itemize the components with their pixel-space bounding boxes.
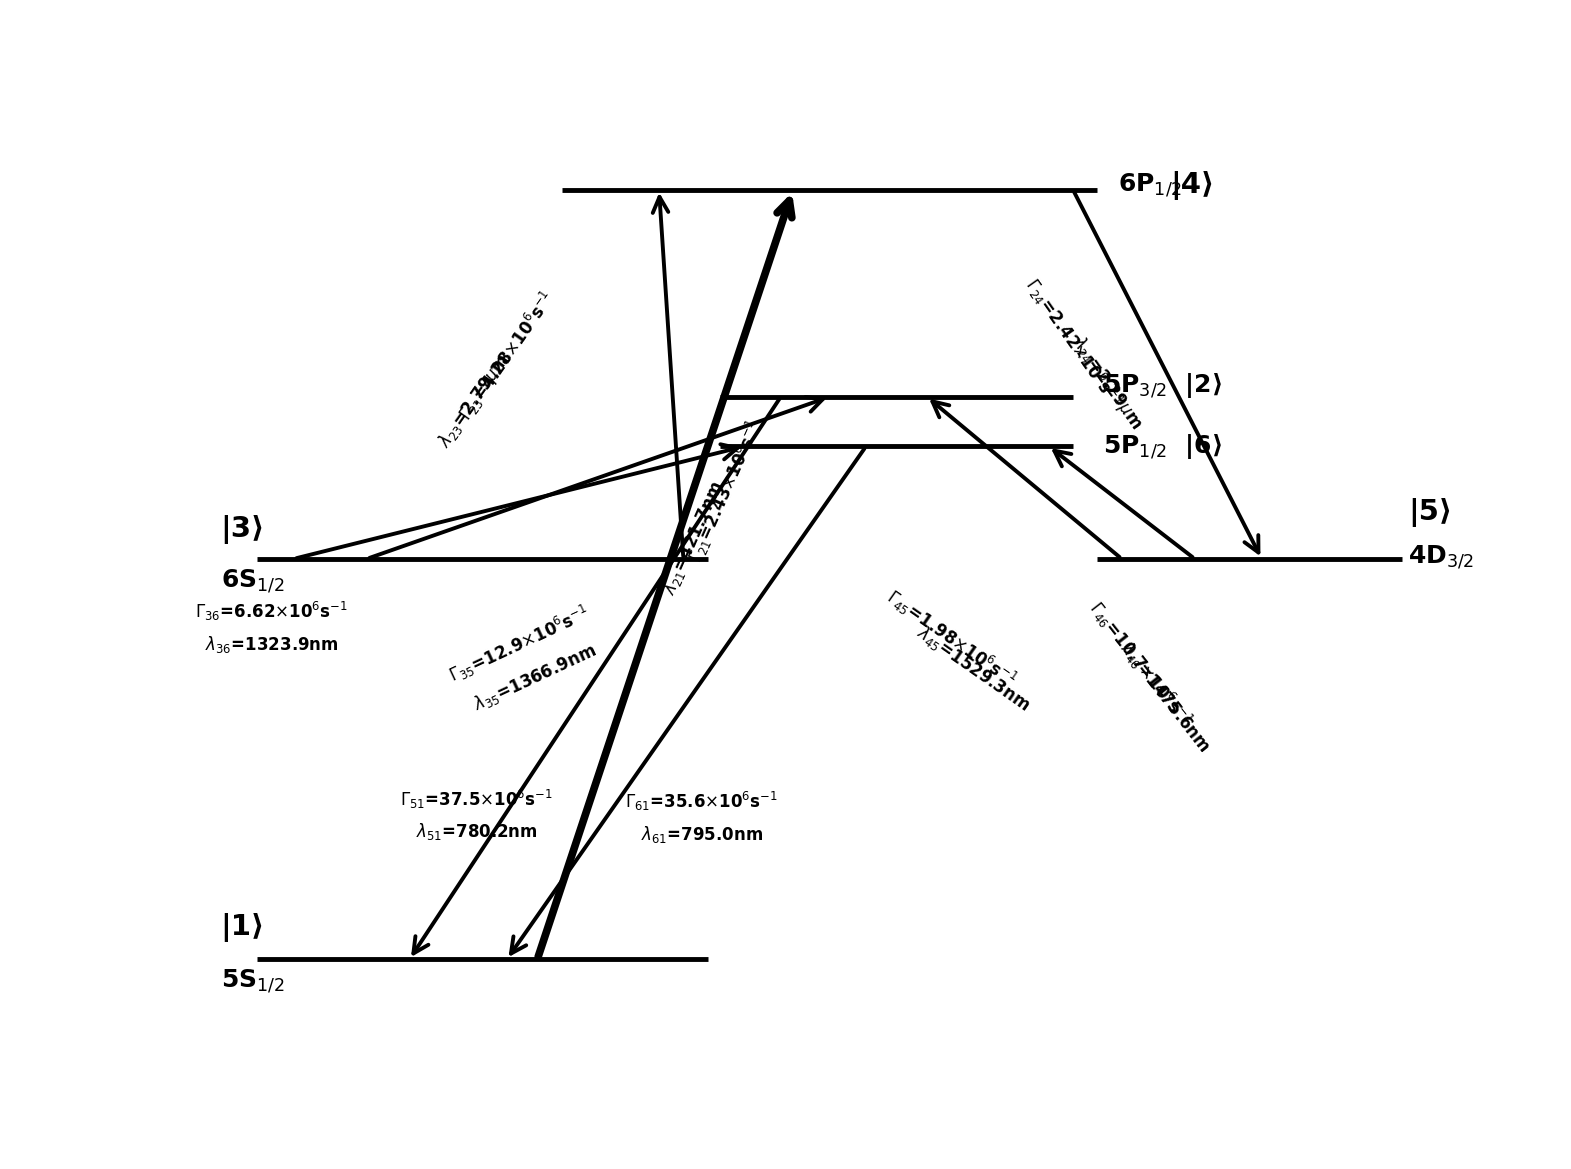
Text: $\Gamma_{36}$=6.62$\times$10$^6$s$^{-1}$: $\Gamma_{36}$=6.62$\times$10$^6$s$^{-1}$ [195,601,349,623]
Text: $\Gamma_{51}$=37.5$\times$10$^6$s$^{-1}$: $\Gamma_{51}$=37.5$\times$10$^6$s$^{-1}$ [401,788,553,811]
Text: $\lambda_{51}$=780.2nm: $\lambda_{51}$=780.2nm [416,821,537,842]
Text: $\Gamma_{21}$=2.43$\times$10$^6$s$^{-1}$: $\Gamma_{21}$=2.43$\times$10$^6$s$^{-1}$ [685,416,768,566]
Text: $\lambda_{35}$=1366.9nm: $\lambda_{35}$=1366.9nm [470,639,600,715]
Text: $\Gamma_{46}$=10.7$\times$10$^6$s$^{-1}$: $\Gamma_{46}$=10.7$\times$10$^6$s$^{-1}$ [1084,596,1196,732]
Text: $\lambda_{36}$=1323.9nm: $\lambda_{36}$=1323.9nm [204,634,339,655]
Text: 6S$_{1/2}$: 6S$_{1/2}$ [220,568,284,595]
Text: $\lambda_{23}$=2.79$\mu$m: $\lambda_{23}$=2.79$\mu$m [434,351,514,452]
Text: |5⟩: |5⟩ [1408,498,1452,526]
Text: |4⟩: |4⟩ [1170,171,1214,200]
Text: $\Gamma_{61}$=35.6$\times$10$^6$s$^{-1}$: $\Gamma_{61}$=35.6$\times$10$^6$s$^{-1}$ [625,790,778,814]
Text: 5S$_{1/2}$: 5S$_{1/2}$ [220,968,284,996]
Text: $\Gamma_{24}$=2.42$\times$10$^6$s$^{-1}$: $\Gamma_{24}$=2.42$\times$10$^6$s$^{-1}$ [1020,274,1126,413]
Text: $\lambda_{24}$=2.29$\mu$m: $\lambda_{24}$=2.29$\mu$m [1067,333,1147,434]
Text: $\Gamma_{23}$=4.28$\times$10$^6$s$^{-1}$: $\Gamma_{23}$=4.28$\times$10$^6$s$^{-1}$ [454,288,559,426]
Text: $\lambda_{61}$=795.0nm: $\lambda_{61}$=795.0nm [641,824,764,845]
Text: |3⟩: |3⟩ [220,514,265,544]
Text: |1⟩: |1⟩ [220,913,265,942]
Text: $\Gamma_{45}$=1.98$\times$10$^6$s$^{-1}$: $\Gamma_{45}$=1.98$\times$10$^6$s$^{-1}$ [881,584,1021,691]
Text: 6P$_{1/2}$: 6P$_{1/2}$ [1119,172,1181,199]
Text: $\lambda_{45}$=1529.3nm: $\lambda_{45}$=1529.3nm [913,622,1034,715]
Text: $\Gamma_{35}$=12.9$\times$10$^6$s$^{-1}$: $\Gamma_{35}$=12.9$\times$10$^6$s$^{-1}$ [445,602,594,687]
Text: 4D$_{3/2}$: 4D$_{3/2}$ [1408,544,1474,570]
Text: $\lambda_{46}$=1475.6nm: $\lambda_{46}$=1475.6nm [1115,638,1214,756]
Text: 5P$_{1/2}$  |6⟩: 5P$_{1/2}$ |6⟩ [1103,433,1222,461]
Text: 5P$_{3/2}$  |2⟩: 5P$_{3/2}$ |2⟩ [1103,372,1222,400]
Text: $\lambda_{21}$=421.7nm: $\lambda_{21}$=421.7nm [658,478,727,599]
